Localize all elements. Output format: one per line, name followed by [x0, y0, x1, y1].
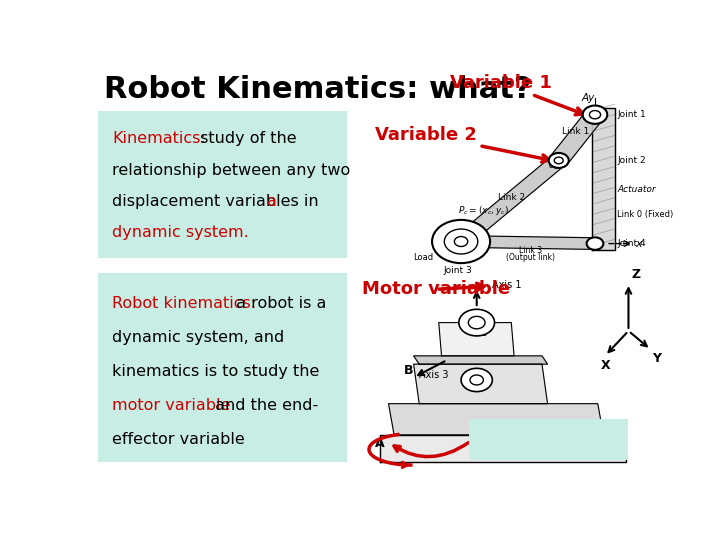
Text: a: a — [267, 194, 277, 208]
Text: B: B — [404, 364, 413, 377]
Text: study of the: study of the — [195, 131, 297, 146]
Polygon shape — [380, 435, 626, 462]
Circle shape — [444, 229, 478, 254]
Circle shape — [582, 105, 607, 124]
Polygon shape — [413, 356, 547, 364]
Text: Robot Kinematics: what?: Robot Kinematics: what? — [104, 75, 531, 104]
Text: Link 0 (Fixed): Link 0 (Fixed) — [617, 210, 674, 219]
Polygon shape — [413, 364, 547, 404]
Text: Variable 2: Variable 2 — [374, 126, 549, 162]
Text: effector variable: effector variable — [112, 432, 245, 447]
Text: relationship between any two: relationship between any two — [112, 163, 351, 178]
FancyBboxPatch shape — [99, 111, 347, 258]
Text: Z: Z — [631, 268, 640, 281]
Circle shape — [468, 316, 485, 329]
Text: Link 3: Link 3 — [519, 246, 542, 255]
Text: $\theta_2$: $\theta_2$ — [548, 159, 559, 172]
Text: Y: Y — [652, 352, 662, 365]
FancyBboxPatch shape — [99, 273, 347, 462]
Circle shape — [554, 157, 563, 164]
Text: Link 1: Link 1 — [562, 127, 589, 136]
Text: Actuator: Actuator — [617, 185, 656, 194]
Text: Kinematics:: Kinematics: — [112, 131, 206, 146]
Text: motor variable: motor variable — [112, 398, 230, 413]
Text: X: X — [600, 359, 610, 372]
Text: Link 2: Link 2 — [498, 193, 525, 202]
Polygon shape — [454, 156, 565, 246]
Text: x: x — [636, 239, 642, 248]
Text: dynamic system.: dynamic system. — [112, 225, 249, 240]
Text: Axis 3: Axis 3 — [419, 369, 449, 380]
Text: dynamic system, and: dynamic system, and — [112, 329, 284, 345]
Text: a robot is a: a robot is a — [230, 295, 326, 310]
Text: kinematics is to study the: kinematics is to study the — [112, 364, 320, 379]
Text: Joint 4: Joint 4 — [617, 239, 646, 248]
Text: $P_c=(x_c,y_c)$: $P_c=(x_c,y_c)$ — [458, 204, 509, 217]
Circle shape — [454, 237, 468, 246]
Text: A: A — [374, 437, 384, 450]
Text: Joint 3: Joint 3 — [444, 266, 472, 275]
Circle shape — [432, 220, 490, 263]
Text: Motor variable: Motor variable — [362, 280, 510, 298]
Text: Axis 1: Axis 1 — [492, 280, 521, 290]
Text: End-effector
variable: End-effector variable — [478, 424, 604, 462]
Text: Ay: Ay — [582, 93, 595, 103]
Polygon shape — [389, 404, 603, 435]
Polygon shape — [438, 322, 514, 356]
Text: (Output link): (Output link) — [506, 253, 555, 262]
FancyBboxPatch shape — [469, 419, 629, 460]
Text: Variable 1: Variable 1 — [450, 73, 583, 115]
Polygon shape — [593, 109, 615, 250]
Text: and the end-: and the end- — [210, 398, 318, 413]
Circle shape — [587, 238, 603, 250]
Circle shape — [459, 309, 495, 336]
Circle shape — [461, 368, 492, 392]
Text: C: C — [478, 327, 487, 340]
Text: Robot kinematics:: Robot kinematics: — [112, 295, 256, 310]
Text: Joint 1: Joint 1 — [617, 110, 646, 119]
Polygon shape — [461, 235, 595, 249]
Circle shape — [590, 111, 600, 119]
Text: Axis 2: Axis 2 — [575, 431, 605, 441]
Text: Load: Load — [413, 253, 433, 262]
Polygon shape — [550, 111, 603, 164]
Circle shape — [549, 153, 569, 168]
Text: displacement variables in: displacement variables in — [112, 194, 324, 208]
Circle shape — [470, 375, 483, 385]
Text: Joint 2: Joint 2 — [617, 156, 646, 165]
